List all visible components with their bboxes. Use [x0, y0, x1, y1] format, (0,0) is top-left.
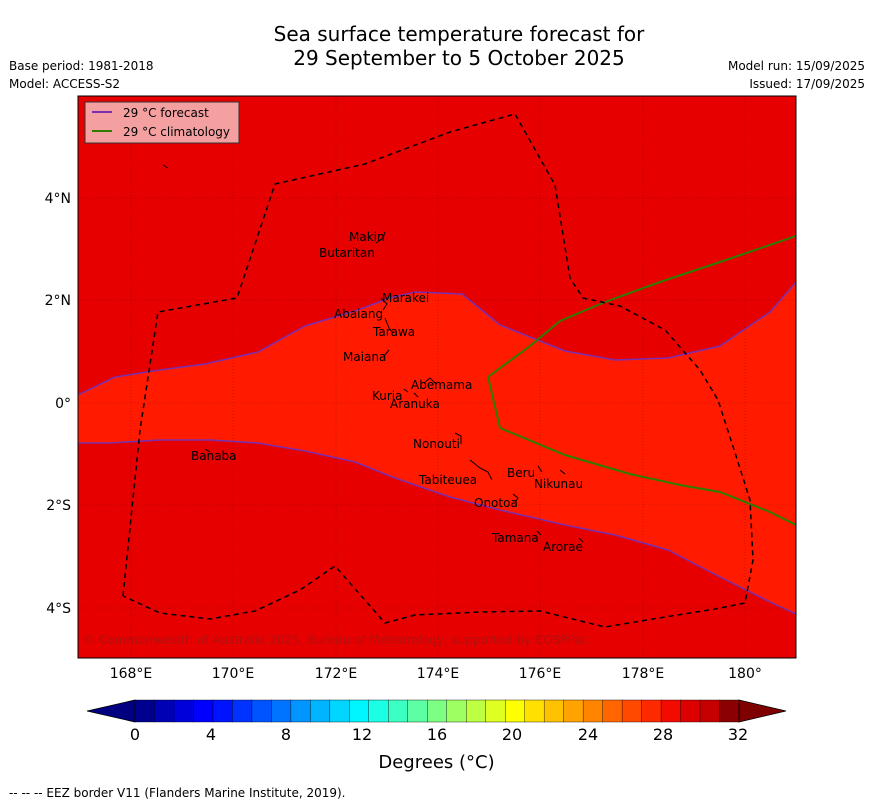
legend-label-climatology: 29 °C climatology — [123, 125, 230, 139]
colorbar-over-arrow — [738, 699, 787, 723]
island-label: Banaba — [191, 449, 237, 463]
island-labels: Makin Butaritan Marakei Abaiang Tarawa M… — [191, 230, 583, 554]
colorbar-label: Degrees (°C) — [378, 752, 495, 773]
forecast-29c-contour-south — [78, 439, 796, 615]
colorbar-segment — [485, 699, 506, 723]
colorbar-tick: 8 — [281, 725, 291, 744]
colorbar-segment — [251, 699, 273, 723]
colorbar-segment — [641, 699, 662, 723]
map-grid — [78, 96, 796, 658]
colorbar-segment — [563, 699, 584, 723]
colorbar-segment — [134, 699, 156, 723]
colorbar-tick: 24 — [578, 725, 598, 744]
colorbar-segment — [621, 699, 643, 723]
chart-title: Sea surface temperature forecast for 29 … — [0, 22, 873, 70]
island-label: Tamana — [491, 531, 539, 545]
colorbar-tick: 4 — [206, 725, 216, 744]
legend-label-forecast: 29 °C forecast — [123, 106, 209, 120]
island-label: Abaiang — [334, 307, 383, 321]
lon-label: 178°E — [622, 666, 665, 682]
lon-label: 170°E — [212, 666, 255, 682]
colorbar-segment — [427, 699, 448, 723]
colorbar-tick: 16 — [427, 725, 447, 744]
lon-label: 176°E — [519, 666, 562, 682]
lon-label: 168°E — [110, 666, 153, 682]
lat-label: 2°S — [46, 498, 71, 514]
lat-label: 0° — [55, 396, 71, 412]
axis-labels: 168°E 170°E 172°E 174°E 176°E 178°E 180°… — [45, 191, 762, 682]
colorbar-segment — [543, 699, 565, 723]
island-label: Marakei — [382, 291, 429, 305]
colorbar: 0 4 8 12 16 20 24 28 32 — [86, 699, 787, 744]
colorbar-segment — [154, 699, 175, 723]
colorbar-tick: 32 — [728, 725, 748, 744]
lon-label: 174°E — [417, 666, 460, 682]
island-label: Arorae — [543, 540, 583, 554]
island-label: Aranuka — [390, 397, 440, 411]
island-label: Onotoa — [474, 496, 518, 510]
map-frame — [77, 95, 797, 659]
island-label: Tarawa — [372, 325, 415, 339]
lon-label: 172°E — [315, 666, 358, 682]
base-period: Base period: 1981-2018 — [9, 59, 154, 73]
colorbar-segment — [680, 699, 701, 723]
colorbar-tick: 12 — [352, 725, 372, 744]
island-label: Makin — [349, 230, 385, 244]
model-name: Model: ACCESS-S2 — [9, 77, 121, 91]
footer-note: -- -- -- EEZ border V11 (Flanders Marine… — [9, 786, 346, 800]
island-label: Tabiteuea — [418, 473, 477, 487]
colorbar-segment — [602, 699, 623, 723]
colorbar-segment — [310, 699, 331, 723]
copyright-notice: © Commonwealth of Australia 2025, Bureau… — [83, 633, 588, 647]
title-line-2: 29 September to 5 October 2025 — [293, 46, 625, 70]
colorbar-segment — [524, 699, 545, 723]
colorbar-tick: 28 — [653, 725, 673, 744]
colorbar-segment — [271, 699, 292, 723]
colorbar-segment — [660, 699, 682, 723]
lon-label: 180° — [728, 666, 762, 682]
colorbar-segment — [719, 699, 740, 723]
island-label: Beru — [507, 466, 535, 480]
island-label: Nikunau — [534, 477, 583, 491]
colorbar-segment — [329, 699, 351, 723]
island-label: Maiana — [343, 350, 386, 364]
colorbar-segment — [349, 699, 370, 723]
climatology-29c-contour — [486, 235, 796, 526]
colorbar-segment — [388, 699, 409, 723]
island-label: Kuria — [372, 389, 403, 403]
island-outlines — [162, 164, 584, 543]
issued-date: Issued: 17/09/2025 — [749, 77, 865, 91]
colorbar-segment — [504, 699, 526, 723]
colorbar-segments — [134, 699, 740, 723]
colorbar-ticks: 0 4 8 12 16 20 24 28 32 — [130, 725, 748, 744]
meta-right: Model run: 15/09/2025 Issued: 17/09/2025 — [728, 57, 865, 93]
meta-left: Base period: 1981-2018 Model: ACCESS-S2 — [9, 57, 154, 93]
lat-label: 4°S — [46, 601, 71, 617]
colorbar-segment — [407, 699, 428, 723]
island-label: Nonouti — [413, 437, 460, 451]
colorbar-under-arrow — [86, 699, 136, 723]
colorbar-segment — [232, 699, 253, 723]
colorbar-segment — [368, 699, 389, 723]
colorbar-segment — [466, 699, 487, 723]
lat-label: 2°N — [45, 293, 71, 309]
colorbar-segment — [446, 699, 467, 723]
colorbar-tick: 0 — [130, 725, 140, 744]
island-label: Abemama — [411, 378, 472, 392]
colorbar-segment — [290, 699, 312, 723]
colorbar-segment — [212, 699, 234, 723]
colorbar-segment — [173, 699, 195, 723]
title-line-1: Sea surface temperature forecast for — [273, 22, 645, 46]
model-run: Model run: 15/09/2025 — [727, 59, 865, 73]
lat-label: 4°N — [45, 191, 71, 207]
eez-border — [122, 113, 754, 628]
island-label: Butaritan — [319, 246, 375, 260]
colorbar-segment — [699, 699, 721, 723]
sst-field-mid-band — [78, 282, 796, 658]
colorbar-tick: 20 — [502, 725, 522, 744]
colorbar-segment — [193, 699, 214, 723]
legend-box: 29 °C forecast 29 °C climatology — [84, 101, 240, 144]
colorbar-segment — [582, 699, 604, 723]
